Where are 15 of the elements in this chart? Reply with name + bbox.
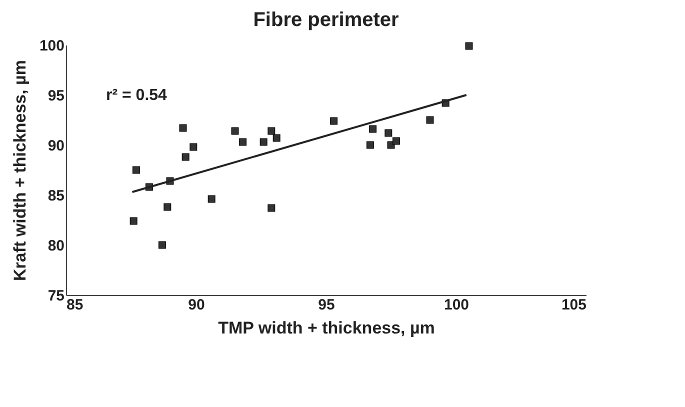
x-tick-label: 85 xyxy=(66,296,84,314)
y-tick-label: 80 xyxy=(48,238,64,254)
chart-title: Fibre perimeter xyxy=(253,9,400,31)
y-axis-title: Kraft width + thickness, µm xyxy=(10,60,30,281)
y-tick-label: 90 xyxy=(48,138,64,154)
y-tick-label: 75 xyxy=(48,288,64,304)
x-tick-label: 105 xyxy=(561,296,586,314)
x-tick-label: 90 xyxy=(188,296,205,314)
y-tick-label: 100 xyxy=(39,38,64,54)
x-axis-title: TMP width + thickness, µm xyxy=(218,318,435,338)
x-tick-label: 100 xyxy=(444,296,470,314)
y-tick-label: 95 xyxy=(48,88,64,104)
annotation: r² = 0.54 xyxy=(106,87,168,104)
x-tick-label: 95 xyxy=(318,296,335,314)
y-tick-label: 85 xyxy=(48,188,64,204)
